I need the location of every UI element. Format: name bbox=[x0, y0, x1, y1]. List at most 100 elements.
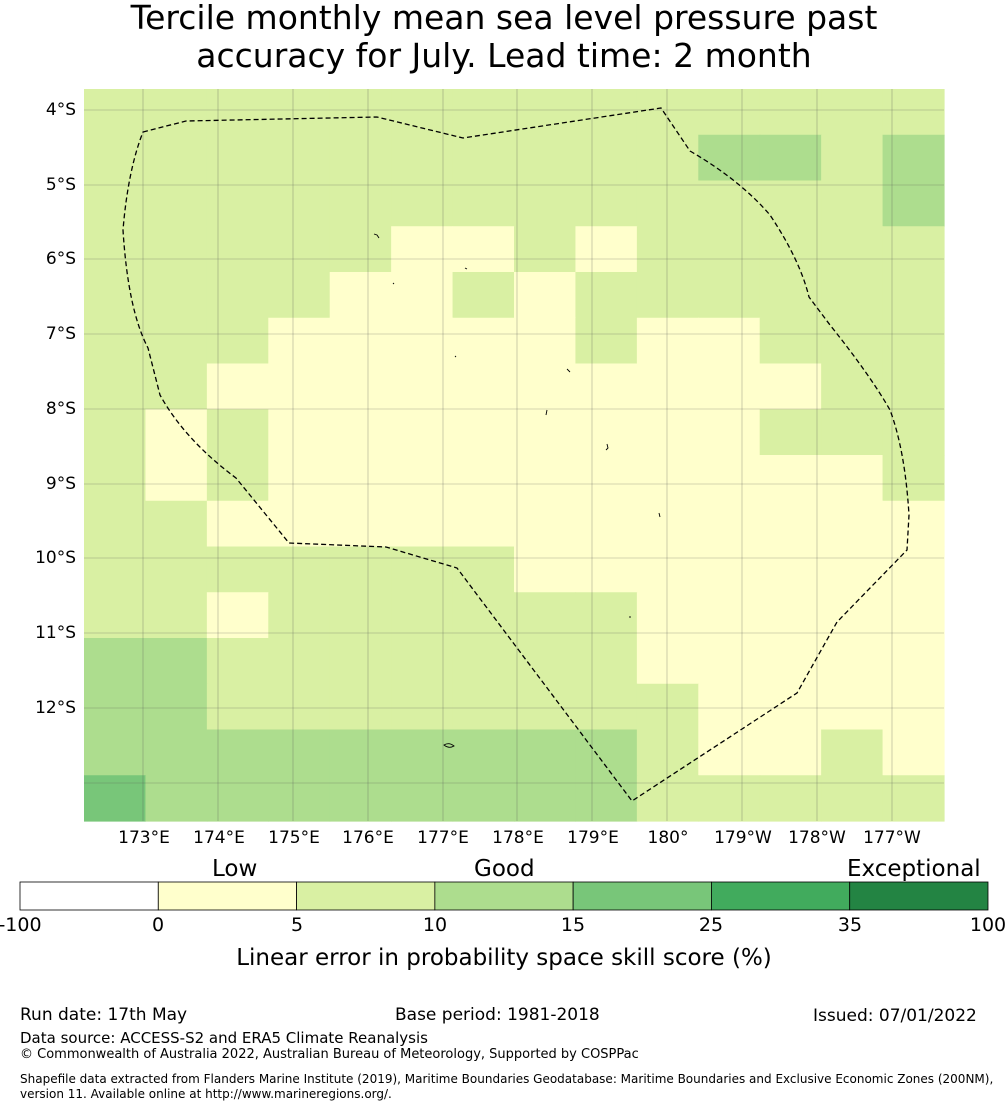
skill-cell bbox=[514, 89, 577, 136]
colorbar-tick-label: 35 bbox=[837, 914, 863, 936]
skill-cell bbox=[206, 775, 269, 822]
skill-cell bbox=[882, 180, 945, 227]
skill-cell bbox=[145, 775, 208, 822]
copyright-notice: © Commonwealth of Australia 2022, Austra… bbox=[20, 1047, 639, 1062]
skill-cell bbox=[206, 409, 269, 456]
skill-cell bbox=[698, 272, 761, 319]
skill-cell bbox=[452, 272, 515, 319]
skill-cell bbox=[636, 180, 699, 227]
skill-cell bbox=[145, 409, 208, 456]
colorbar-bin bbox=[711, 881, 851, 911]
skill-cell bbox=[575, 638, 638, 685]
skill-cell bbox=[821, 409, 884, 456]
skill-cell bbox=[514, 180, 577, 227]
skill-cell bbox=[452, 638, 515, 685]
skill-cell bbox=[759, 455, 822, 502]
skill-cell bbox=[391, 500, 454, 548]
skill-cell bbox=[636, 592, 699, 639]
skill-cell bbox=[698, 89, 761, 136]
skill-cell bbox=[206, 729, 269, 776]
skill-cell bbox=[84, 683, 147, 731]
island-outline bbox=[373, 233, 380, 239]
skill-cell bbox=[575, 226, 638, 273]
colorbar-bin bbox=[849, 881, 989, 911]
skill-cell bbox=[882, 363, 945, 410]
skill-cell bbox=[882, 683, 945, 731]
skill-cell bbox=[636, 363, 699, 410]
skill-cell bbox=[268, 363, 331, 410]
skill-cell bbox=[84, 409, 147, 456]
skill-cell bbox=[145, 272, 208, 319]
skill-cell bbox=[821, 546, 884, 593]
skill-grid-cells bbox=[84, 89, 945, 822]
skill-cell bbox=[452, 729, 515, 776]
colorbar-category-exceptional: Exceptional bbox=[847, 856, 981, 882]
skill-cell bbox=[268, 500, 331, 548]
lon-tick-label: 180° bbox=[647, 828, 689, 848]
skill-cell bbox=[145, 683, 208, 731]
colorbar-label: Linear error in probability space skill … bbox=[236, 945, 772, 971]
skill-cell bbox=[882, 729, 945, 776]
skill-cell bbox=[145, 455, 208, 502]
skill-cell bbox=[391, 455, 454, 502]
skill-cell bbox=[391, 226, 454, 273]
colorbar-bin bbox=[572, 881, 712, 911]
lon-tick-label: 178°W bbox=[788, 828, 846, 848]
skill-cell bbox=[514, 683, 577, 731]
skill-cell bbox=[882, 455, 945, 502]
skill-cell bbox=[268, 592, 331, 639]
skill-cell bbox=[145, 729, 208, 776]
skill-cell bbox=[575, 89, 638, 136]
skill-cell bbox=[84, 89, 147, 136]
skill-cell bbox=[329, 134, 392, 182]
skill-cell bbox=[391, 683, 454, 731]
skill-cell bbox=[698, 683, 761, 731]
skill-cell bbox=[759, 180, 822, 227]
island-outline bbox=[464, 267, 468, 270]
skill-cell bbox=[575, 455, 638, 502]
lon-tick-label: 174°E bbox=[193, 828, 245, 848]
skill-cell bbox=[268, 638, 331, 685]
skill-cell bbox=[206, 317, 269, 365]
skill-cell bbox=[882, 500, 945, 548]
skill-cell bbox=[391, 546, 454, 593]
skill-cell bbox=[698, 500, 761, 548]
skill-cell bbox=[268, 683, 331, 731]
skill-cell bbox=[514, 317, 577, 365]
skill-cell bbox=[268, 180, 331, 227]
skill-cell bbox=[821, 683, 884, 731]
skill-cell bbox=[329, 592, 392, 639]
skill-cell bbox=[514, 500, 577, 548]
skill-cell bbox=[391, 317, 454, 365]
skill-cell bbox=[698, 638, 761, 685]
skill-cell bbox=[821, 500, 884, 548]
skill-cell bbox=[636, 226, 699, 273]
skill-cell bbox=[575, 134, 638, 182]
skill-cell bbox=[575, 272, 638, 319]
skill-cell bbox=[391, 180, 454, 227]
run-date: Run date: 17th May bbox=[20, 1005, 188, 1025]
island-outline bbox=[454, 355, 457, 358]
skill-cell bbox=[452, 89, 515, 136]
island-outline bbox=[605, 443, 609, 451]
skill-cell bbox=[391, 134, 454, 182]
colorbar-tick-label: 15 bbox=[560, 914, 586, 936]
skill-cell bbox=[575, 729, 638, 776]
skill-cell bbox=[882, 272, 945, 319]
colorbar bbox=[19, 881, 989, 911]
skill-cell bbox=[391, 592, 454, 639]
skill-cell bbox=[698, 226, 761, 273]
skill-cell bbox=[452, 363, 515, 410]
skill-cell bbox=[821, 592, 884, 639]
colorbar-tick-label: -100 bbox=[0, 914, 42, 936]
skill-cell bbox=[452, 226, 515, 273]
skill-cell bbox=[268, 272, 331, 319]
skill-cell bbox=[575, 363, 638, 410]
skill-score-map bbox=[84, 89, 945, 822]
skill-cell bbox=[84, 638, 147, 685]
colorbar-bin bbox=[434, 881, 574, 911]
skill-cell bbox=[821, 134, 884, 182]
skill-cell bbox=[268, 729, 331, 776]
skill-cell bbox=[452, 180, 515, 227]
lat-tick-label: 11°S bbox=[35, 623, 76, 643]
